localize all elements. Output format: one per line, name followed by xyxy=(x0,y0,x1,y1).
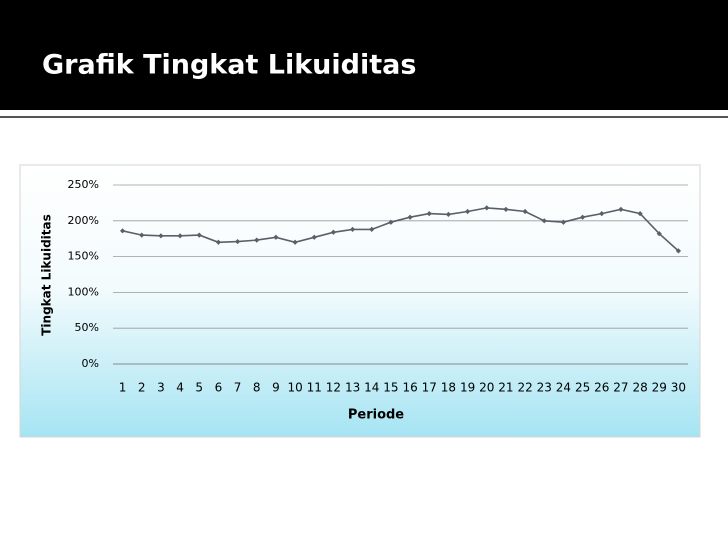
y-tick-label: 250% xyxy=(68,178,99,191)
data-point xyxy=(330,229,337,235)
data-point xyxy=(426,211,432,217)
x-tick-label: 1 xyxy=(119,381,127,395)
x-tick-label: 17 xyxy=(422,381,437,395)
x-tick-label: 12 xyxy=(326,381,341,395)
data-point xyxy=(541,218,547,224)
x-tick-label: 29 xyxy=(652,381,667,395)
x-tick-label: 11 xyxy=(307,381,322,395)
x-tick-label: 25 xyxy=(575,381,590,395)
data-point xyxy=(177,233,183,239)
data-point xyxy=(215,239,222,245)
data-point xyxy=(369,226,375,232)
x-tick-label: 20 xyxy=(479,381,494,395)
data-point xyxy=(464,208,471,215)
chart-area xyxy=(19,164,701,438)
series-line xyxy=(122,207,679,252)
data-point xyxy=(158,233,164,239)
data-point xyxy=(273,234,279,240)
data-point xyxy=(599,211,605,217)
y-tick-label: 50% xyxy=(75,321,99,334)
x-tick-label: 22 xyxy=(517,381,532,395)
x-tick-label: 3 xyxy=(157,381,165,395)
x-tick-label: 8 xyxy=(253,381,261,395)
y-tick-label: 100% xyxy=(68,285,99,298)
x-tick-label: 5 xyxy=(195,381,203,395)
x-tick-label: 30 xyxy=(671,381,686,395)
data-point xyxy=(618,206,624,212)
x-tick-label: 2 xyxy=(138,381,146,395)
data-point xyxy=(579,214,586,220)
data-point xyxy=(388,219,394,225)
y-tick-label: 0% xyxy=(82,357,99,370)
slide-title: Grafik Tingkat Likuiditas xyxy=(42,50,416,81)
header-band xyxy=(0,0,728,110)
data-point xyxy=(196,232,202,238)
data-point xyxy=(349,226,356,232)
x-tick-label: 19 xyxy=(460,381,475,395)
data-point xyxy=(292,239,298,245)
data-point xyxy=(234,238,241,245)
x-axis-title: Periode xyxy=(348,408,404,423)
x-tick-label: 7 xyxy=(234,381,242,395)
data-point xyxy=(503,206,509,212)
data-point xyxy=(119,228,126,234)
data-point xyxy=(637,211,643,217)
data-point xyxy=(254,237,260,243)
x-tick-label: 9 xyxy=(272,381,280,395)
y-axis-title: Tingkat Likuiditas xyxy=(40,214,54,336)
x-tick-label: 21 xyxy=(498,381,513,395)
x-tick-label: 26 xyxy=(594,381,609,395)
data-point xyxy=(522,208,528,215)
data-point xyxy=(560,219,567,225)
data-point xyxy=(675,248,682,254)
data-point xyxy=(311,234,317,240)
data-point xyxy=(407,214,413,220)
x-tick-label: 16 xyxy=(402,381,417,395)
data-point xyxy=(656,231,662,237)
x-tick-label: 13 xyxy=(345,381,360,395)
y-tick-label: 150% xyxy=(68,250,99,263)
x-tick-label: 23 xyxy=(537,381,552,395)
x-tick-label: 6 xyxy=(215,381,223,395)
x-tick-label: 18 xyxy=(441,381,456,395)
x-tick-label: 28 xyxy=(632,381,647,395)
data-point xyxy=(484,205,490,211)
x-tick-label: 14 xyxy=(364,381,379,395)
x-tick-label: 15 xyxy=(383,381,398,395)
y-tick-label: 200% xyxy=(68,214,99,227)
x-tick-label: 10 xyxy=(287,381,302,395)
x-tick-label: 4 xyxy=(176,381,184,395)
data-point xyxy=(445,211,452,217)
x-tick-label: 27 xyxy=(613,381,628,395)
data-point xyxy=(139,232,145,238)
x-tick-label: 24 xyxy=(556,381,571,395)
